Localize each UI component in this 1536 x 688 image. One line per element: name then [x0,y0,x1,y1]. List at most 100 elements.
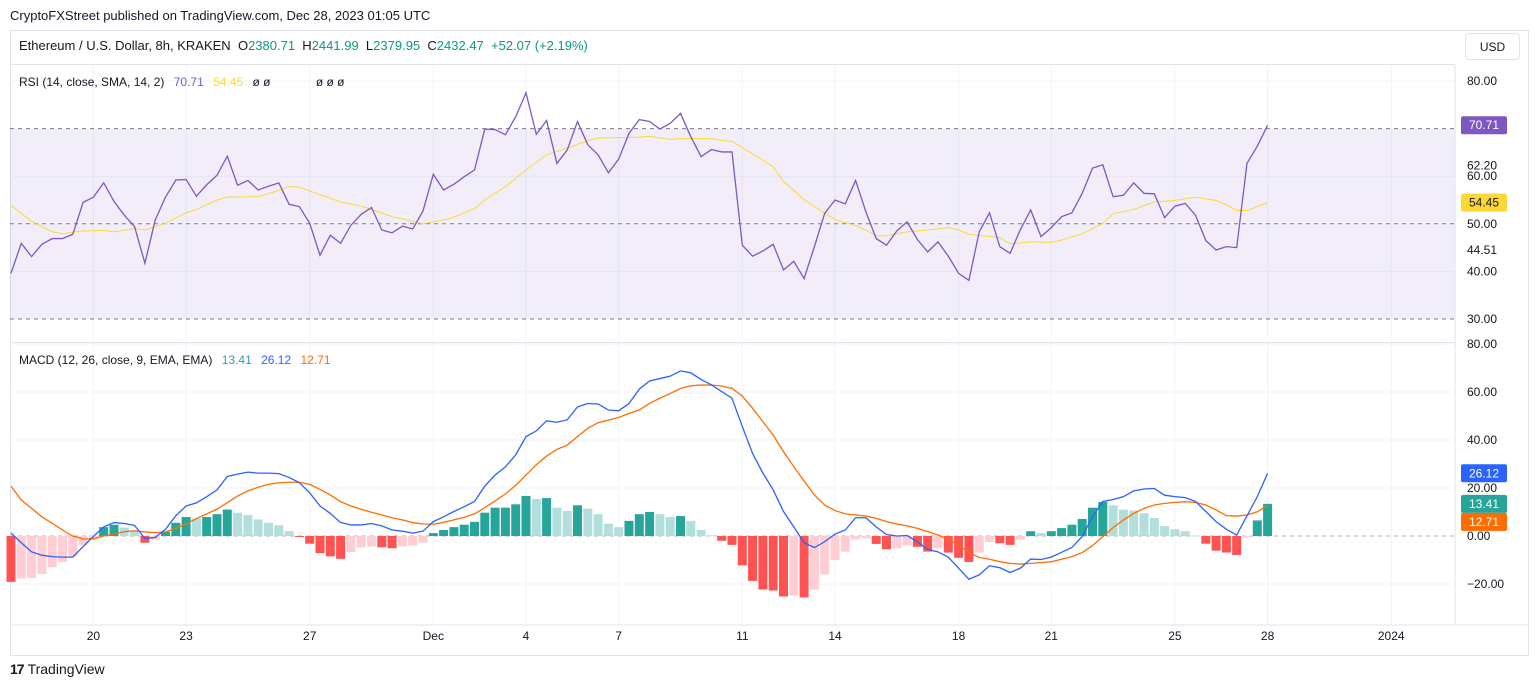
rsi-axis-label: 30.00 [1467,312,1497,326]
rsi-title: RSI (14, close, SMA, 14, 2) [19,75,165,89]
time-axis-label: 21 [1045,629,1059,643]
histogram-bar [470,521,479,536]
histogram-bar [336,536,346,559]
histogram-bar [6,536,16,582]
signal-last-badge [1461,512,1507,531]
histogram-bar [243,515,253,536]
macd-axis-label: 80.00 [1467,337,1497,351]
currency-button[interactable]: USD [1465,33,1520,60]
time-axis-label: Dec [423,629,444,643]
histogram-bar [315,536,325,554]
histogram-bar [706,535,716,537]
rsi-last-badge [1461,116,1507,135]
histogram-bar [233,512,243,536]
histogram-bar [634,514,644,536]
symbol-legend: Ethereum / U.S. Dollar, 8h, KRAKEN O2380… [19,38,588,53]
time-axis-label: 2024 [1378,629,1405,643]
histogram-bar [892,536,902,549]
macd-title: MACD (12, 26, close, 9, EMA, EMA) [19,353,213,367]
histogram-bar [459,524,469,536]
time-axis-label: 23 [179,629,193,643]
macd-legend[interactable]: MACD (12, 26, close, 9, EMA, EMA) 13.41 … [19,353,337,367]
histogram-bar [686,520,696,536]
histogram-bar [387,536,397,549]
histogram-bar [665,517,675,536]
rsi-axis-label: 60.00 [1467,169,1497,183]
histogram-bar [820,536,830,575]
histogram-bar [500,507,510,536]
histogram-bar [809,536,819,590]
histogram-bar [964,536,974,562]
tradingview-logo[interactable]: 17 TradingView [10,661,105,677]
histogram-bar [16,536,26,579]
histogram-bar [490,507,500,536]
histogram-bar [974,536,984,553]
histogram-bar [943,536,953,553]
histogram-bar [614,527,624,536]
histogram-bar [1211,536,1221,551]
histogram-bar [768,536,778,591]
close-label: C [427,38,437,53]
histogram-bar [356,536,366,548]
histogram-bar [1015,536,1025,540]
time-axis-label: 20 [87,629,101,643]
histogram-bar [377,536,387,548]
histogram-bar [99,527,109,536]
histogram-bar [985,536,994,542]
rsi-legend[interactable]: RSI (14, close, SMA, 14, 2) 70.71 54.45 … [19,75,351,89]
histogram-bar [995,536,1005,544]
histogram-bar [593,514,603,536]
histogram-bar [583,508,593,536]
histogram-bar [624,520,634,536]
histogram-bar [325,536,335,557]
histogram-bar [1263,503,1273,536]
time-axis-label: 7 [615,629,622,643]
open-value: 2380.71 [248,38,296,53]
histogram-bar [428,533,438,536]
symbol-name: Ethereum / U.S. Dollar, 8h, KRAKEN [19,38,231,53]
histogram-bar [130,531,140,536]
histogram-bar [789,536,799,596]
tradingview-brand: TradingView [27,661,105,677]
open-label: O [237,38,249,53]
high-label: H [302,38,312,53]
histogram-bar [1118,509,1128,536]
time-axis-label: 11 [736,629,749,643]
histogram-bar [367,536,376,547]
histogram-bar [1077,518,1087,536]
histogram-bar [933,536,943,549]
histogram-bar [1170,529,1180,536]
macd-axis-label: −20.00 [1467,577,1504,591]
histogram-bar [140,536,150,543]
macd-last-badge-text: 26.12 [1469,466,1499,480]
tradingview-logo-icon: 17 [10,661,25,677]
rsi-level-label: 62.20 [1467,159,1497,173]
histogram-bar [1046,531,1056,536]
histogram-bar [645,512,655,536]
histogram-bar [47,536,57,568]
histogram-bar [717,536,727,541]
histogram-bar [253,519,263,536]
macd-axis-label: 20.00 [1467,481,1497,495]
time-axis-label: 27 [303,629,317,643]
histogram-bar [1160,526,1170,536]
histogram-bar [1108,505,1118,536]
histogram-bar [305,536,315,544]
macd-value: 26.12 [261,353,292,367]
histogram-bar [676,516,685,536]
pane-divider[interactable] [10,342,1455,343]
histogram-bar [181,517,191,536]
histogram-bar [779,536,788,597]
histogram-bar [171,522,181,536]
histogram-bar [1129,510,1139,536]
histogram-bar [202,517,212,536]
histogram-bar [222,509,232,536]
rsi-level-label: 44.51 [1467,243,1497,257]
histogram-bar [1005,536,1015,545]
rsi-ma-line [10,135,1268,245]
low-label: L [365,38,374,53]
histogram-bar [573,505,582,536]
low-value: 2379.95 [373,38,421,53]
histogram-bar [1098,501,1108,536]
